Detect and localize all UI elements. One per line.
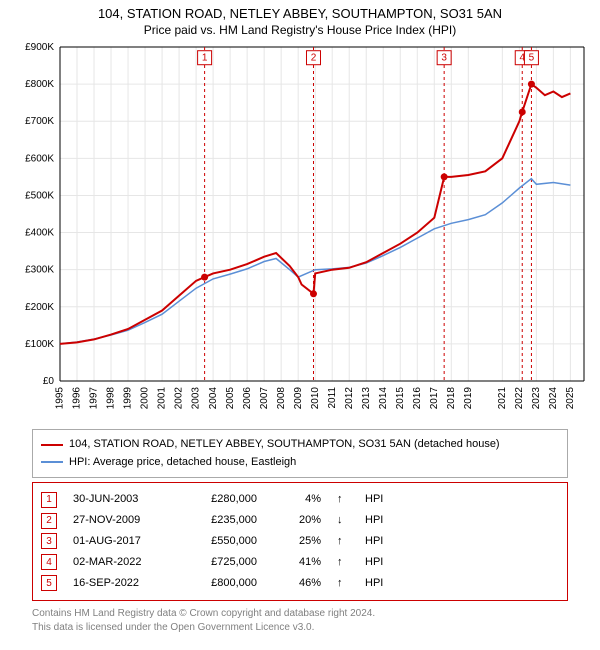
chart-container: 104, STATION ROAD, NETLEY ABBEY, SOUTHAM… [0,0,600,650]
svg-text:2017: 2017 [429,387,440,410]
legend-item: 104, STATION ROAD, NETLEY ABBEY, SOUTHAM… [41,436,559,454]
event-arrow-icon: ↑ [337,531,349,552]
svg-text:1: 1 [202,53,208,64]
svg-text:£500K: £500K [25,190,54,201]
legend-label: HPI: Average price, detached house, East… [69,454,296,472]
svg-text:2002: 2002 [174,387,185,410]
event-pct: 4% [273,489,321,510]
svg-text:£700K: £700K [25,116,54,127]
svg-text:2: 2 [311,53,317,64]
svg-text:1996: 1996 [72,387,83,410]
event-date: 02-MAR-2022 [73,552,161,573]
event-pct: 20% [273,510,321,531]
svg-text:2010: 2010 [310,387,321,410]
svg-text:2011: 2011 [327,387,338,409]
event-price: £280,000 [177,489,257,510]
copyright-line2: This data is licensed under the Open Gov… [32,621,568,635]
event-date: 27-NOV-2009 [73,510,161,531]
event-hpi-label: HPI [365,552,383,573]
svg-text:1997: 1997 [89,387,100,410]
event-date: 16-SEP-2022 [73,573,161,594]
svg-text:£100K: £100K [25,339,54,350]
svg-text:2005: 2005 [225,387,236,410]
legend-swatch [41,461,63,463]
svg-text:2004: 2004 [208,387,219,410]
legend: 104, STATION ROAD, NETLEY ABBEY, SOUTHAM… [32,429,568,478]
event-pct: 46% [273,573,321,594]
copyright: Contains HM Land Registry data © Crown c… [32,607,568,635]
svg-text:2014: 2014 [378,387,389,410]
svg-text:1998: 1998 [106,387,117,410]
svg-text:2009: 2009 [293,387,304,410]
svg-text:£800K: £800K [25,79,54,90]
svg-text:2008: 2008 [276,387,287,410]
event-arrow-icon: ↑ [337,573,349,594]
svg-text:2016: 2016 [412,387,423,410]
svg-text:£0: £0 [43,376,55,387]
svg-text:2024: 2024 [548,387,559,410]
event-row: 5 16-SEP-2022 £800,000 46% ↑ HPI [41,573,559,594]
event-arrow-icon: ↑ [337,552,349,573]
event-row: 4 02-MAR-2022 £725,000 41% ↑ HPI [41,552,559,573]
event-price: £550,000 [177,531,257,552]
event-marker: 3 [41,533,57,549]
event-marker: 1 [41,492,57,508]
svg-text:2000: 2000 [140,387,151,410]
legend-item: HPI: Average price, detached house, East… [41,454,559,472]
svg-text:2021: 2021 [497,387,508,410]
event-row: 1 30-JUN-2003 £280,000 4% ↑ HPI [41,489,559,510]
legend-label: 104, STATION ROAD, NETLEY ABBEY, SOUTHAM… [69,436,500,454]
svg-text:2022: 2022 [514,387,525,410]
svg-text:£200K: £200K [25,302,54,313]
copyright-line1: Contains HM Land Registry data © Crown c… [32,607,568,621]
chart-area: £0 £100K £200K £300K £400K £500K £600K £700K £80… [8,41,592,421]
event-price: £235,000 [177,510,257,531]
legend-swatch [41,444,63,446]
svg-text:2023: 2023 [531,387,542,410]
event-hpi-label: HPI [365,573,383,594]
chart-svg: £0 £100K £200K £300K £400K £500K £600K £700K £80… [8,41,592,421]
svg-text:5: 5 [529,53,535,64]
event-row: 3 01-AUG-2017 £550,000 25% ↑ HPI [41,531,559,552]
svg-text:£600K: £600K [25,153,54,164]
svg-text:2019: 2019 [463,387,474,410]
chart-title: 104, STATION ROAD, NETLEY ABBEY, SOUTHAM… [8,6,592,21]
event-marker: 5 [41,575,57,591]
events-table: 1 30-JUN-2003 £280,000 4% ↑ HPI 2 27-NOV-2009 £2… [32,482,568,600]
event-arrow-icon: ↑ [337,489,349,510]
svg-text:1995: 1995 [55,387,66,410]
event-hpi-label: HPI [365,489,383,510]
svg-text:£400K: £400K [25,228,54,239]
event-date: 01-AUG-2017 [73,531,161,552]
svg-text:2007: 2007 [259,387,270,410]
event-pct: 41% [273,552,321,573]
svg-text:2006: 2006 [242,387,253,410]
event-date: 30-JUN-2003 [73,489,161,510]
event-marker: 4 [41,554,57,570]
event-price: £725,000 [177,552,257,573]
svg-text:2018: 2018 [446,387,457,410]
event-hpi-label: HPI [365,510,383,531]
svg-text:2001: 2001 [157,387,168,410]
svg-text:£900K: £900K [25,42,54,53]
event-marker: 2 [41,513,57,529]
event-hpi-label: HPI [365,531,383,552]
event-price: £800,000 [177,573,257,594]
svg-text:2015: 2015 [395,387,406,410]
event-arrow-icon: ↓ [337,510,349,531]
svg-text:2025: 2025 [565,387,576,410]
svg-text:2013: 2013 [361,387,372,410]
svg-text:2003: 2003 [191,387,202,410]
svg-text:3: 3 [441,53,447,64]
event-pct: 25% [273,531,321,552]
title-block: 104, STATION ROAD, NETLEY ABBEY, SOUTHAM… [8,6,592,37]
event-row: 2 27-NOV-2009 £235,000 20% ↓ HPI [41,510,559,531]
chart-subtitle: Price paid vs. HM Land Registry's House … [8,23,592,37]
svg-text:1999: 1999 [123,387,134,410]
svg-text:2012: 2012 [344,387,355,410]
svg-text:£300K: £300K [25,265,54,276]
